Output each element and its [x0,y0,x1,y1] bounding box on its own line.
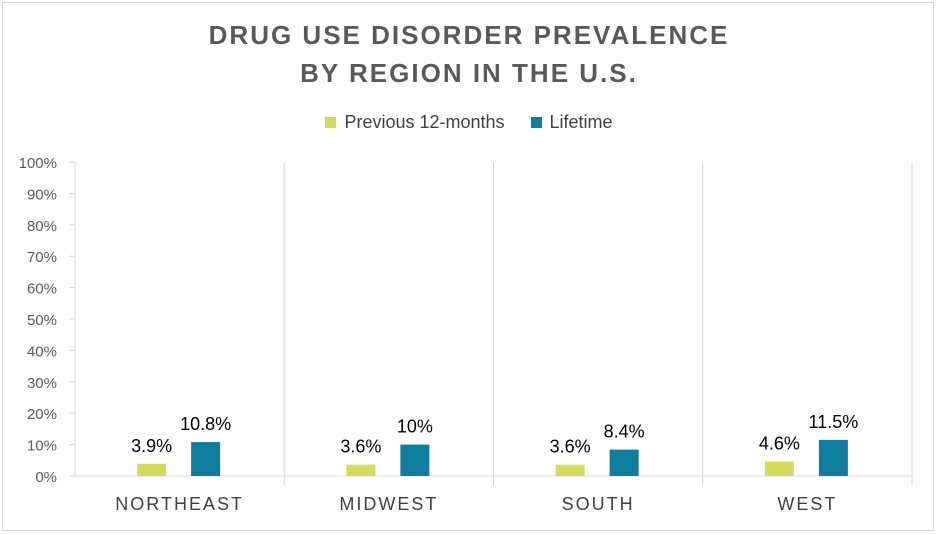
data-label: 11.5% [809,412,859,432]
y-tick-label: 10% [27,438,57,455]
bar-previous-12-months [764,461,794,476]
y-tick-label: 30% [27,375,57,392]
chart-legend: Previous 12-months Lifetime [0,112,938,133]
bar-lifetime [191,442,221,476]
legend-swatch-previous-12-months [325,117,337,128]
legend-swatch-lifetime [530,117,542,128]
bar-lifetime [818,439,848,476]
bar-previous-12-months [346,464,376,476]
bar-lifetime [609,449,639,476]
y-tick-label: 60% [27,281,57,298]
chart-title-line-2: BY REGION IN THE U.S. [300,58,638,88]
data-label: 8.4% [604,422,645,442]
data-label: 10.8% [180,414,231,434]
y-tick-label: 0% [35,469,57,486]
data-label: 3.9% [131,436,172,456]
y-tick-label: 80% [27,218,57,235]
x-tick-label: SOUTH [562,494,635,514]
x-tick-label: MIDWEST [339,494,438,514]
data-label: 3.6% [340,437,381,457]
bar-lifetime [400,444,430,476]
chart-title-line-1: DRUG USE DISORDER PREVALENCE [208,20,730,50]
bar-previous-12-months [137,463,167,476]
y-tick-label: 100% [19,155,57,172]
data-label: 4.6% [759,434,800,454]
x-tick-label: NORTHEAST [115,494,244,514]
legend-item-previous-12-months: Previous 12-months [325,112,505,133]
x-tick-label: WEST [777,494,837,514]
y-tick-label: 90% [27,186,57,203]
data-label: 3.6% [550,437,591,457]
y-tick-label: 40% [27,343,57,360]
y-tick-label: 50% [27,312,57,329]
data-label: 10% [397,417,433,437]
legend-label-lifetime: Lifetime [549,112,613,132]
bar-previous-12-months [555,464,585,476]
legend-item-lifetime: Lifetime [530,112,613,133]
y-tick-label: 20% [27,406,57,423]
y-tick-label: 70% [27,249,57,266]
legend-label-previous-12-months: Previous 12-months [344,112,505,132]
